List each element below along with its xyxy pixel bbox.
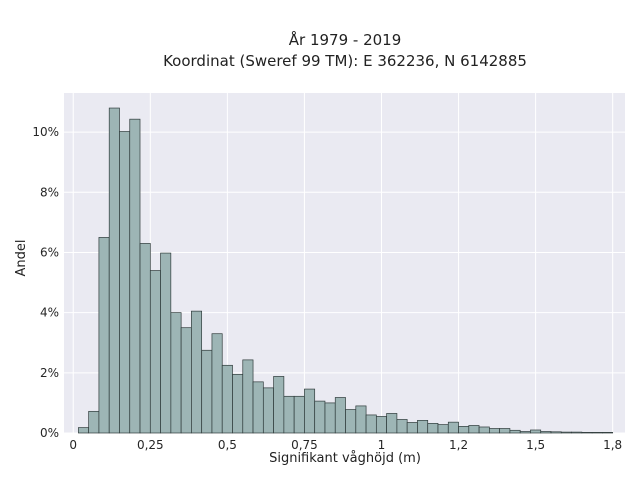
y-axis-label: Andel <box>14 240 29 277</box>
histogram-bar <box>386 413 398 434</box>
histogram-bar <box>427 423 439 434</box>
x-tick-label: 0,75 <box>291 438 318 452</box>
histogram-bar <box>375 416 387 434</box>
histogram-bar <box>170 312 182 434</box>
histogram-bar <box>273 376 285 434</box>
y-tick-label: 2% <box>40 366 59 380</box>
histogram-bar <box>458 426 470 434</box>
x-tick-label: 1,5 <box>526 438 545 452</box>
histogram-bar <box>221 364 233 434</box>
histogram-bar <box>108 107 120 434</box>
histogram-bar <box>519 431 531 434</box>
histogram-bar <box>252 381 264 434</box>
histogram-bar <box>468 425 480 434</box>
histogram-bar <box>149 270 161 434</box>
histogram-bar <box>550 431 562 434</box>
histogram-bar <box>406 422 418 434</box>
histogram-bar <box>88 410 100 434</box>
histogram-bar <box>478 426 490 434</box>
histogram-bar <box>417 420 429 434</box>
histogram-bar <box>355 405 367 434</box>
x-axis-ticks: 0 0,25 0,5 0,75 1 1,2 1,5 1,8 <box>69 438 622 452</box>
histogram-bar <box>530 429 542 434</box>
y-tick-label: 0% <box>40 426 59 440</box>
x-tick-label: 0,25 <box>137 438 164 452</box>
histogram-bar <box>314 400 326 434</box>
histogram-bar <box>509 429 521 434</box>
y-axis-ticks: 0% 2% 4% 6% 8% 10% <box>32 125 59 440</box>
y-tick-label: 10% <box>32 125 59 139</box>
y-tick-label: 6% <box>40 245 59 259</box>
histogram-bar <box>324 402 336 434</box>
histogram-bar <box>499 428 511 434</box>
histogram-bar <box>365 414 377 434</box>
histogram-bar <box>571 431 583 434</box>
histogram-bar <box>283 395 295 434</box>
histogram-bar <box>160 252 172 434</box>
histogram-bar <box>201 349 213 434</box>
x-tick-label: 1,2 <box>449 438 468 452</box>
histogram-bar <box>262 387 274 434</box>
x-tick-label: 0,5 <box>218 438 237 452</box>
histogram-bar <box>119 131 131 434</box>
chart-title-line-1: År 1979 - 2019 <box>289 30 402 49</box>
histogram-bar <box>447 421 459 434</box>
histogram-bar <box>591 432 603 434</box>
x-tick-label: 0 <box>69 438 77 452</box>
x-tick-label: 1,8 <box>603 438 622 452</box>
histogram-bar <box>334 397 346 434</box>
x-tick-label: 1 <box>378 438 386 452</box>
histogram-bar <box>139 243 151 434</box>
histogram-bar <box>211 333 223 434</box>
histogram-bar <box>602 432 614 434</box>
histogram-bar <box>304 388 316 434</box>
histogram-bar <box>242 359 254 434</box>
y-tick-label: 8% <box>40 185 59 199</box>
histogram-bar <box>180 327 192 434</box>
histogram-bar <box>98 237 110 434</box>
histogram-bar <box>129 118 141 434</box>
histogram-bar <box>560 431 572 434</box>
histogram-bars <box>78 107 614 434</box>
x-axis-label: Signifikant våghöjd (m) <box>269 451 421 466</box>
histogram-bar <box>293 395 305 434</box>
histogram-bar <box>540 431 552 434</box>
histogram-bar <box>437 424 449 434</box>
histogram-bar <box>345 409 357 434</box>
histogram-bar <box>232 373 244 434</box>
y-tick-label: 4% <box>40 306 59 320</box>
chart-title-line-2: Koordinat (Sweref 99 TM): E 362236, N 61… <box>163 52 527 70</box>
histogram-bar <box>78 427 90 434</box>
histogram-bar <box>191 310 203 434</box>
histogram-bar <box>581 432 593 434</box>
histogram-bar <box>489 428 500 434</box>
histogram-bar <box>396 419 408 434</box>
